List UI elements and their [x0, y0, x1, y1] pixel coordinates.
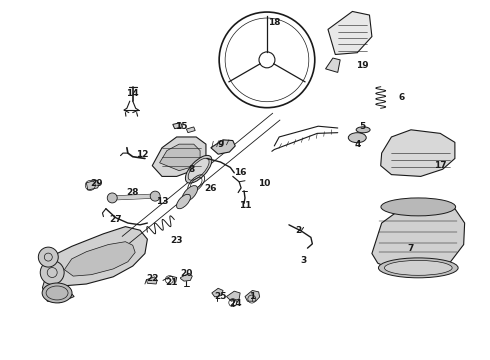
Polygon shape [147, 277, 157, 284]
Text: 12: 12 [136, 150, 149, 159]
Text: 6: 6 [398, 93, 404, 102]
Text: 3: 3 [300, 256, 307, 265]
Circle shape [107, 193, 117, 203]
Text: 22: 22 [146, 274, 158, 283]
Polygon shape [64, 242, 135, 276]
Text: 10: 10 [258, 179, 270, 188]
Text: 25: 25 [214, 292, 227, 301]
Circle shape [40, 261, 64, 284]
Text: 20: 20 [180, 269, 193, 278]
Text: 8: 8 [188, 165, 195, 174]
Text: 23: 23 [171, 237, 183, 246]
Text: 21: 21 [166, 278, 178, 287]
Ellipse shape [348, 133, 366, 143]
Text: 14: 14 [126, 89, 139, 98]
Text: 27: 27 [109, 215, 122, 224]
Text: 2: 2 [295, 226, 302, 235]
Text: 4: 4 [354, 140, 361, 149]
Text: 11: 11 [239, 201, 251, 210]
Ellipse shape [42, 283, 72, 303]
Ellipse shape [378, 258, 458, 278]
Circle shape [150, 191, 160, 201]
Text: 9: 9 [218, 140, 224, 149]
Polygon shape [211, 140, 235, 154]
Text: 17: 17 [434, 161, 446, 170]
Ellipse shape [182, 186, 197, 202]
Text: 16: 16 [234, 168, 246, 177]
Text: 7: 7 [408, 244, 414, 253]
Polygon shape [173, 123, 182, 129]
Circle shape [38, 247, 58, 267]
Polygon shape [328, 12, 372, 54]
Polygon shape [245, 291, 260, 301]
Ellipse shape [356, 127, 370, 133]
Text: 5: 5 [359, 122, 365, 131]
Ellipse shape [176, 194, 191, 209]
Ellipse shape [188, 158, 209, 180]
Polygon shape [226, 291, 240, 301]
Polygon shape [212, 288, 223, 297]
Text: 19: 19 [356, 61, 368, 70]
Text: 28: 28 [126, 188, 139, 197]
Text: 13: 13 [156, 197, 168, 206]
Text: 15: 15 [175, 122, 188, 131]
Text: 18: 18 [268, 18, 281, 27]
Polygon shape [43, 271, 74, 303]
Ellipse shape [185, 156, 212, 183]
Polygon shape [160, 144, 200, 171]
Ellipse shape [381, 198, 456, 216]
Polygon shape [86, 180, 99, 190]
Polygon shape [372, 203, 465, 271]
Polygon shape [48, 226, 147, 286]
Text: 1: 1 [249, 292, 255, 301]
Polygon shape [325, 58, 340, 72]
Polygon shape [152, 137, 206, 176]
Text: 24: 24 [229, 299, 242, 308]
Text: 29: 29 [90, 179, 102, 188]
Polygon shape [186, 127, 195, 133]
Polygon shape [381, 130, 455, 176]
Polygon shape [181, 273, 192, 281]
Text: 26: 26 [205, 184, 217, 193]
Ellipse shape [385, 260, 452, 275]
